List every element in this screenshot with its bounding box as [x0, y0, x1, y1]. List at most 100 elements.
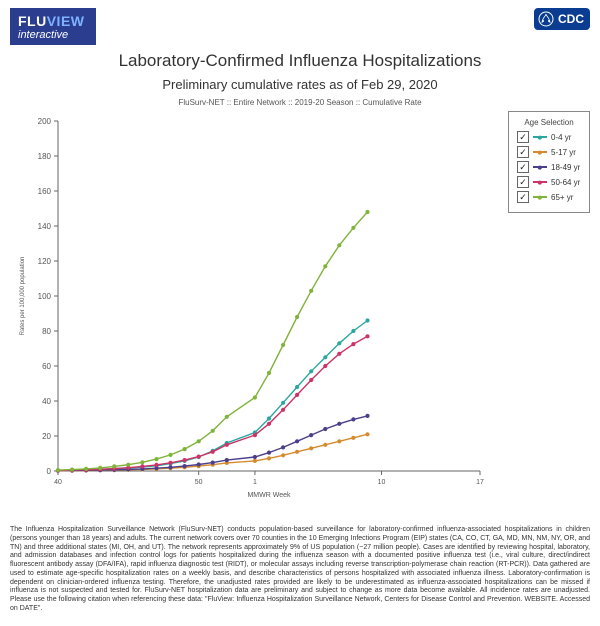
legend-item[interactable]: ✓5-17 yr: [517, 146, 581, 158]
series-marker: [337, 439, 341, 443]
legend-item[interactable]: ✓ 18-49 yr: [517, 161, 581, 173]
series-marker: [365, 432, 369, 436]
svg-text:160: 160: [38, 187, 52, 196]
legend-swatch: [533, 136, 547, 138]
svg-text:1: 1: [253, 479, 257, 486]
series-marker: [225, 458, 229, 462]
legend-checkbox[interactable]: ✓: [517, 146, 529, 158]
svg-text:20: 20: [42, 432, 51, 441]
series-marker: [197, 462, 201, 466]
series-marker: [309, 433, 313, 437]
series-marker: [267, 416, 271, 420]
svg-text:100: 100: [38, 292, 52, 301]
series-marker: [253, 459, 257, 463]
footer-note: The Influenza Hospitalization Surveillan…: [10, 526, 590, 614]
svg-text:200: 200: [38, 117, 52, 126]
svg-text:MMWR Week: MMWR Week: [247, 492, 291, 499]
series-marker: [309, 289, 313, 293]
series-marker: [309, 369, 313, 373]
series-marker: [56, 468, 60, 472]
legend-swatch: [533, 151, 547, 153]
legend-item[interactable]: ✓ 50-64 yr: [517, 176, 581, 188]
svg-text:180: 180: [38, 152, 52, 161]
series-marker: [323, 355, 327, 359]
legend-label: 18-49 yr: [551, 163, 580, 172]
series-marker: [323, 364, 327, 368]
legend-label: 50-64 yr: [551, 178, 580, 187]
fluview-logo: FLUVIEW interactive: [10, 8, 96, 45]
page-subtitle: Preliminary cumulative rates as of Feb 2…: [10, 77, 590, 92]
series-marker: [267, 451, 271, 455]
series-marker: [337, 243, 341, 247]
series-marker: [197, 439, 201, 443]
svg-text:120: 120: [38, 257, 52, 266]
series-marker: [295, 439, 299, 443]
cdc-label: CDC: [558, 12, 584, 26]
series-marker: [140, 460, 144, 464]
series-marker: [267, 371, 271, 375]
series-marker: [140, 464, 144, 468]
legend-swatch: [533, 181, 547, 183]
legend-checkbox[interactable]: ✓: [517, 191, 529, 203]
fluview-logo-part-b: VIEW: [47, 13, 85, 29]
legend-checkbox[interactable]: ✓: [517, 176, 529, 188]
legend-swatch: [533, 166, 547, 168]
series-marker: [337, 341, 341, 345]
series-marker: [295, 393, 299, 397]
series-marker: [225, 415, 229, 419]
series-marker: [365, 318, 369, 322]
legend: Age Selection ✓0-4 yr✓5-17 yr✓18-49 yr✓5…: [508, 111, 590, 213]
series-marker: [351, 342, 355, 346]
series-marker: [323, 427, 327, 431]
line-chart: 020406080100120140160180200Rates per 100…: [10, 111, 490, 511]
svg-text:40: 40: [42, 397, 51, 406]
legend-checkbox[interactable]: ✓: [517, 161, 529, 173]
svg-text:140: 140: [38, 222, 52, 231]
legend-title: Age Selection: [517, 118, 581, 127]
series-marker: [126, 463, 130, 467]
series-marker: [253, 395, 257, 399]
series-marker: [154, 457, 158, 461]
series-marker: [267, 456, 271, 460]
series-marker: [211, 450, 215, 454]
series-marker: [84, 467, 88, 471]
series-marker: [211, 461, 215, 465]
legend-label: 65+ yr: [551, 193, 573, 202]
legend-checkbox[interactable]: ✓: [517, 131, 529, 143]
series-marker: [295, 385, 299, 389]
svg-text:0: 0: [47, 467, 52, 476]
series-marker: [337, 422, 341, 426]
series-marker: [281, 401, 285, 405]
series-marker: [267, 422, 271, 426]
series-marker: [351, 226, 355, 230]
svg-text:80: 80: [42, 327, 51, 336]
hhs-icon: [538, 11, 554, 27]
series-marker: [253, 455, 257, 459]
page-meta: FluSurv-NET :: Entire Network :: 2019-20…: [10, 98, 590, 107]
legend-item[interactable]: ✓ 0-4 yr: [517, 131, 581, 143]
series-marker: [309, 446, 313, 450]
series-marker: [168, 465, 172, 469]
fluview-logo-part-a: FLU: [18, 13, 47, 29]
series-marker: [112, 464, 116, 468]
svg-text:Rates per 100,000 population: Rates per 100,000 population: [20, 257, 26, 336]
series-marker: [168, 453, 172, 457]
series-marker: [183, 447, 187, 451]
svg-text:40: 40: [54, 479, 62, 486]
series-marker: [225, 443, 229, 447]
series-marker: [281, 343, 285, 347]
series-marker: [154, 463, 158, 467]
series-marker: [351, 329, 355, 333]
series-marker: [197, 455, 201, 459]
fluview-logo-subtitle: interactive: [18, 30, 88, 41]
series-marker: [70, 468, 74, 472]
legend-swatch: [533, 196, 547, 198]
legend-label: 0-4 yr: [551, 133, 571, 142]
legend-item[interactable]: ✓ 65+ yr: [517, 191, 581, 203]
svg-text:17: 17: [476, 479, 484, 486]
series-marker: [323, 264, 327, 268]
svg-text:50: 50: [195, 479, 203, 486]
page-title: Laboratory-Confirmed Influenza Hospitali…: [10, 51, 590, 71]
cdc-logo: CDC: [534, 8, 590, 30]
series-marker: [365, 210, 369, 214]
